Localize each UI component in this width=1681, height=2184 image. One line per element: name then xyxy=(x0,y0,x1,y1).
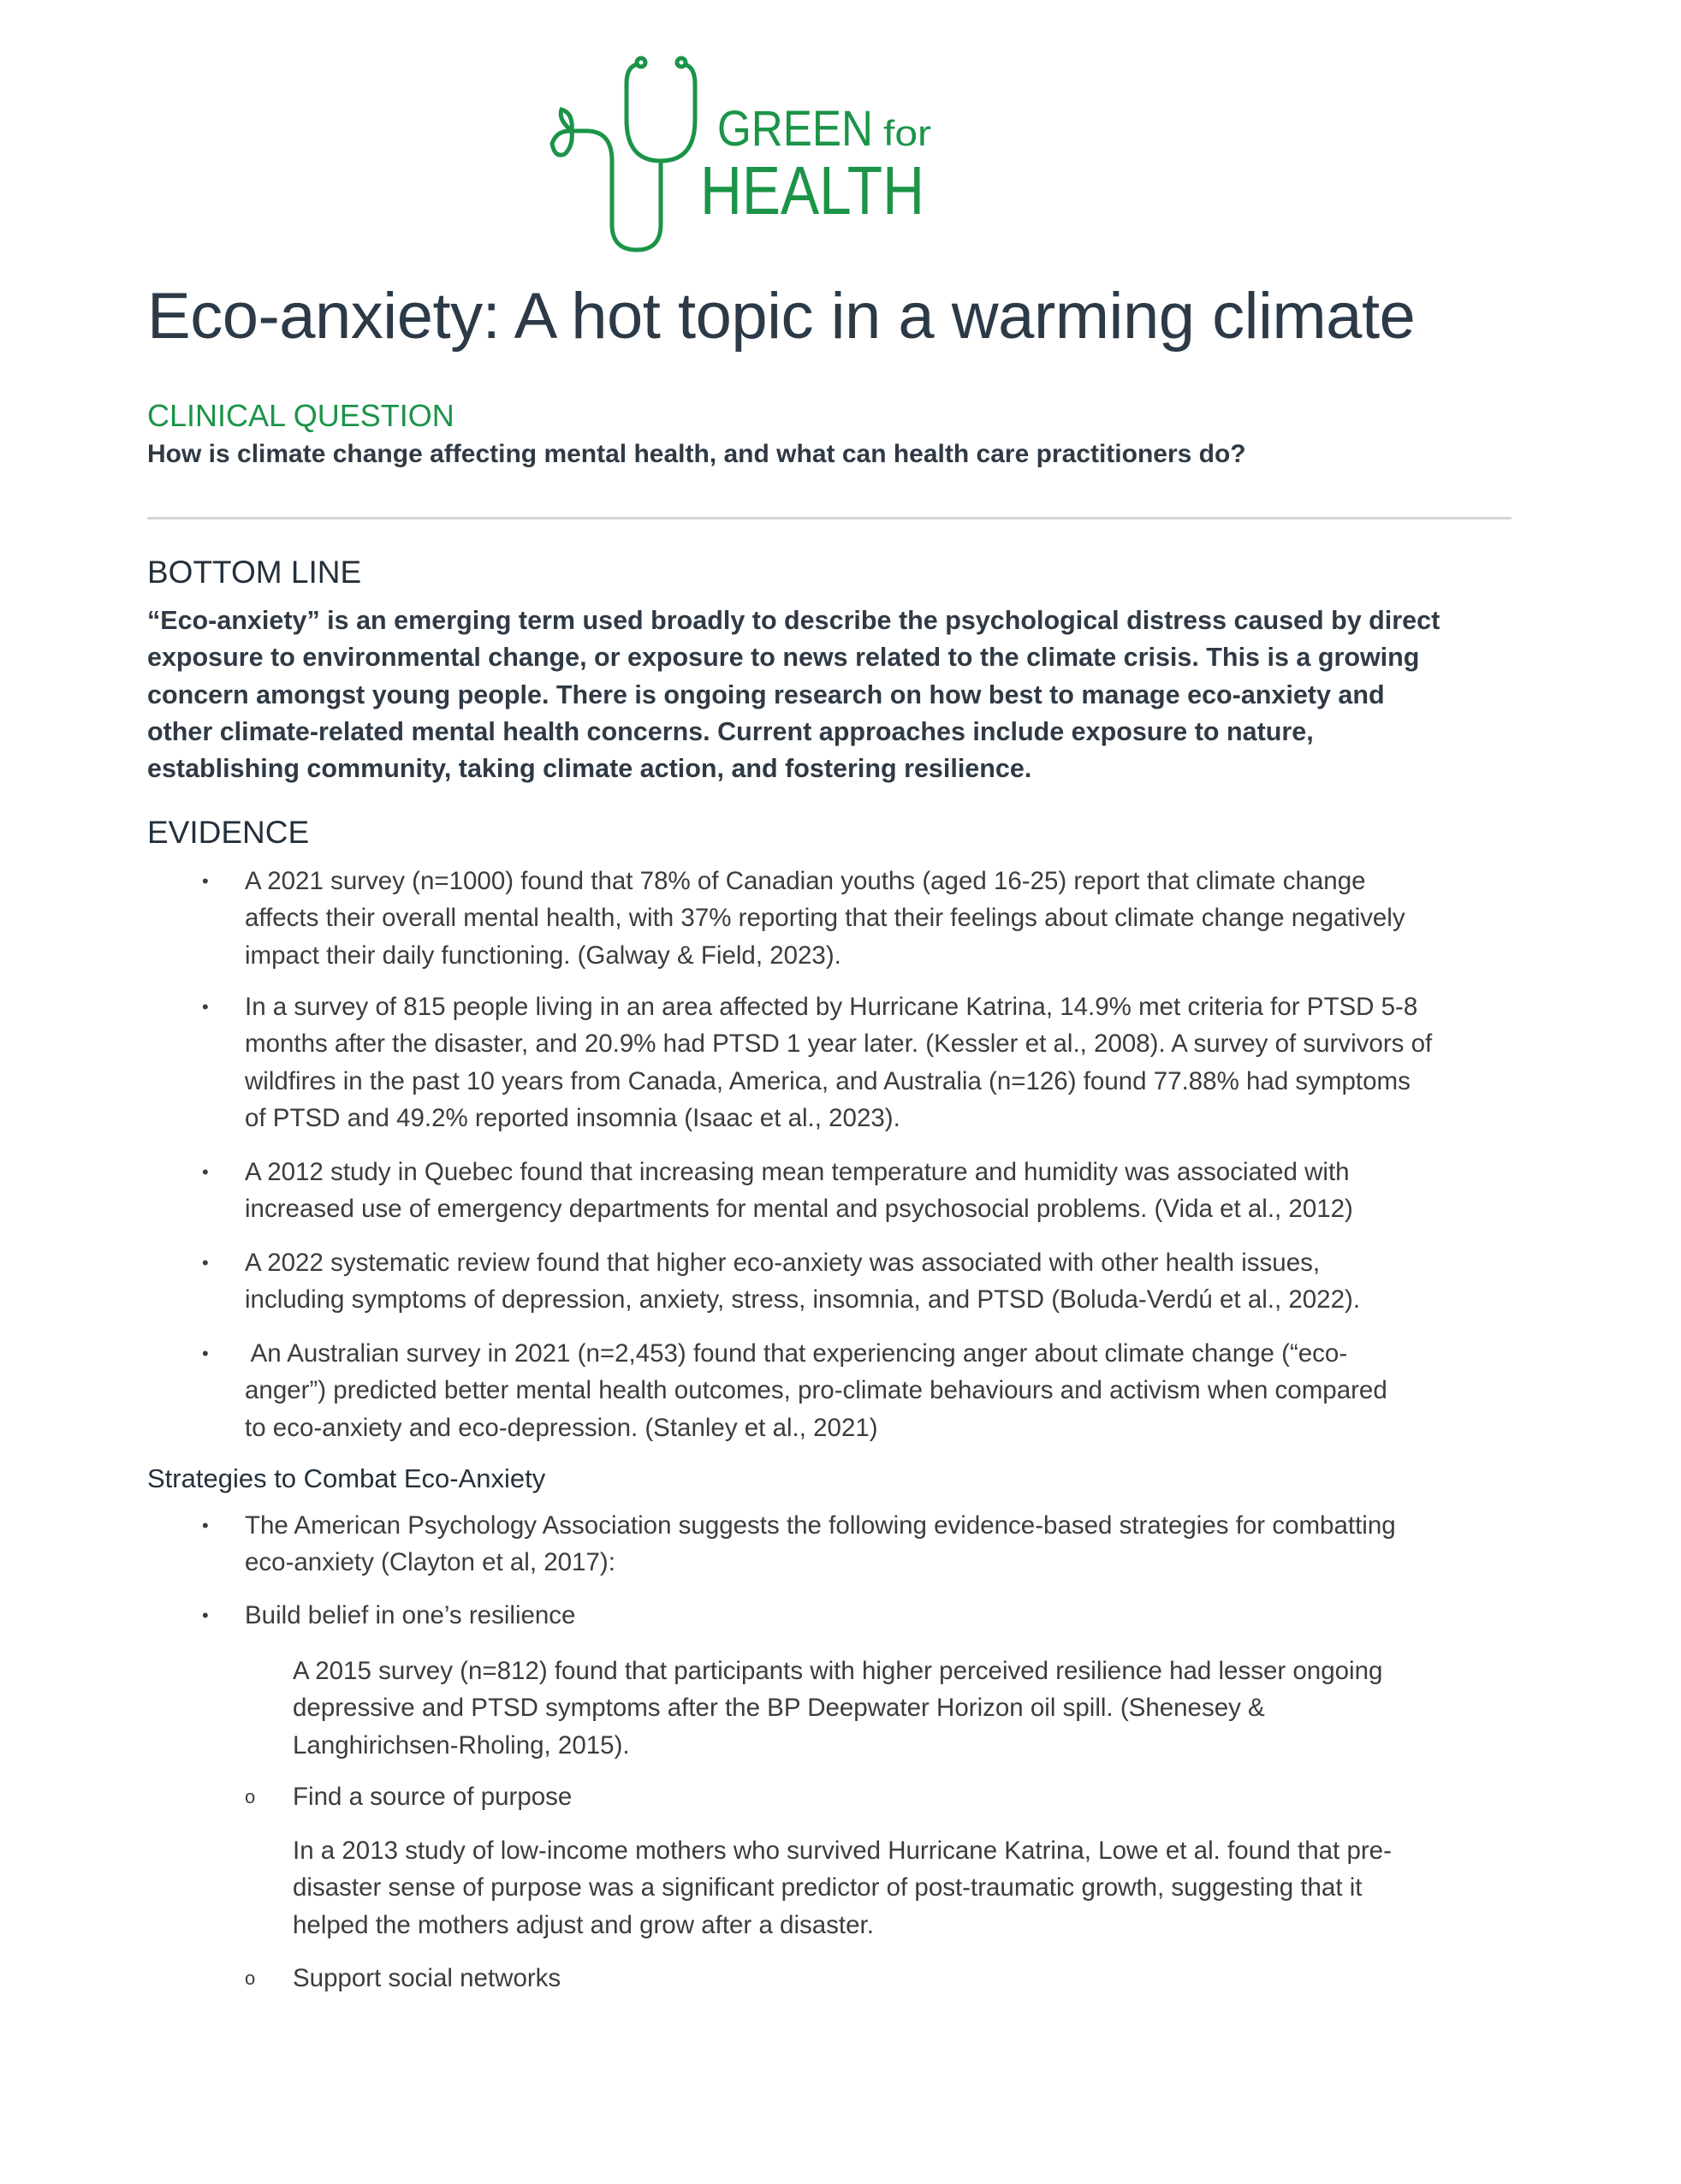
text-line: establishing community, taking climate a… xyxy=(147,754,1032,784)
leaf-icon xyxy=(549,128,574,157)
text-line: Find a source of purpose xyxy=(293,1783,573,1811)
bullet-icon: • xyxy=(202,1515,209,1536)
text-line: concern amongst young people. There is o… xyxy=(147,680,1385,709)
text-line: Langhirichsen-Rholing, 2015). xyxy=(293,1730,630,1760)
text-line: A 2021 survey (n=1000) found that 78% of… xyxy=(245,867,1366,895)
text-line: including symptoms of depression, anxiet… xyxy=(245,1285,1361,1315)
text-line: of PTSD and 49.2% reported insomnia (Isa… xyxy=(245,1103,900,1132)
text-line: Support social networks xyxy=(293,1964,561,1992)
bullet-icon: • xyxy=(202,1161,209,1183)
strategies-heading: Strategies to Combat Eco-Anxiety xyxy=(147,1463,546,1493)
bottom-line-text: “Eco-anxiety” is an emerging term used b… xyxy=(147,602,1440,787)
evidence-heading: EVIDENCE xyxy=(147,815,310,850)
divider xyxy=(147,517,1512,519)
text-line: other climate-related mental health conc… xyxy=(147,716,1314,746)
text-line: A 2022 systematic review found that high… xyxy=(245,1249,1321,1277)
text-line: increased use of emergency departments f… xyxy=(245,1195,1353,1224)
text-line: An Australian survey in 2021 (n=2,453) f… xyxy=(245,1339,1348,1368)
text-line: In a 2013 study of low-income mothers wh… xyxy=(293,1837,1392,1865)
page-title: Eco-anxiety: A hot topic in a warming cl… xyxy=(147,280,1416,353)
logo-for-text: for xyxy=(883,113,931,153)
circle-bullet-icon: o xyxy=(245,1786,256,1807)
text-line: eco-anxiety (Clayton et al, 2017): xyxy=(245,1548,615,1577)
resilience-paragraph: A 2015 survey (n=812) found that partici… xyxy=(293,1653,1382,1764)
text-line: The American Psychology Association sugg… xyxy=(245,1511,1396,1540)
clinical-question-heading: CLINICAL QUESTION xyxy=(147,398,454,433)
text-line: wildfires in the past 10 years from Cana… xyxy=(245,1066,1411,1095)
bullet-icon: • xyxy=(202,996,209,1018)
circle-bullet-icon: o xyxy=(245,1967,256,1989)
bullet-icon: • xyxy=(202,870,209,892)
text-line: exposure to environmental change, or exp… xyxy=(147,643,1420,673)
clinical-question-text: How is climate change affecting mental h… xyxy=(147,440,1246,468)
logo-health-text: HEALTH xyxy=(700,152,924,228)
text-line: In a survey of 815 people living in an a… xyxy=(245,993,1418,1021)
green-for-health-logo: GREEN for HEALTH xyxy=(549,56,931,252)
logo-green-text: GREEN xyxy=(717,101,873,157)
text-line: anger”) predicted better mental health o… xyxy=(245,1376,1387,1405)
text-line: disaster sense of purpose was a signific… xyxy=(293,1873,1363,1902)
text-line: months after the disaster, and 20.9% had… xyxy=(245,1030,1433,1059)
bottom-line-heading: BOTTOM LINE xyxy=(147,555,362,590)
text-line: helped the mothers adjust and grow after… xyxy=(293,1910,874,1939)
bullet-icon: • xyxy=(202,1605,209,1626)
stethoscope-icon xyxy=(549,56,698,252)
bullet-icon: • xyxy=(202,1343,209,1364)
leaf-icon xyxy=(558,106,574,135)
text-line: “Eco-anxiety” is an emerging term used b… xyxy=(147,606,1440,635)
text-line: to eco-anxiety and eco-depression. (Stan… xyxy=(245,1413,878,1442)
text-line: depressive and PTSD symptoms after the B… xyxy=(293,1694,1265,1723)
text-line: affects their overall mental health, wit… xyxy=(245,904,1405,933)
text-line: A 2012 study in Quebec found that increa… xyxy=(245,1158,1350,1186)
text-line: impact their daily functioning. (Galway … xyxy=(245,941,841,970)
purpose-paragraph: In a 2013 study of low-income mothers wh… xyxy=(293,1832,1392,1944)
bullet-icon: • xyxy=(202,1252,209,1273)
text-line: Build belief in one’s resilience xyxy=(245,1601,576,1629)
text-line: A 2015 survey (n=812) found that partici… xyxy=(293,1657,1383,1685)
